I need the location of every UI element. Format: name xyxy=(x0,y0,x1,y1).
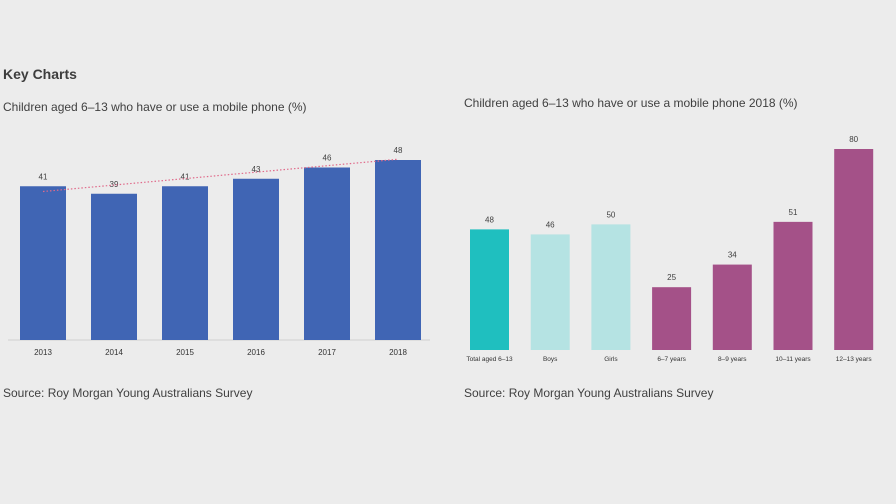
chart1-bar-value: 48 xyxy=(394,146,403,155)
chart2-svg: 48 Total aged 6–13 46 Boys 50 Girls 25 6–7 year… xyxy=(466,135,874,363)
chart1-x-tick: 2013 xyxy=(34,348,52,357)
chart2-bar-value: 48 xyxy=(485,215,494,224)
chart1-source: Source: Roy Morgan Young Australians Sur… xyxy=(3,386,253,400)
chart2-bar xyxy=(591,224,631,350)
chart1-x-tick: 2015 xyxy=(176,348,194,357)
chart2-x-tick: Girls xyxy=(604,356,618,363)
chart2-bar-value: 50 xyxy=(606,210,615,219)
chart2-bar-value: 46 xyxy=(546,220,555,229)
chart2-bar-value: 34 xyxy=(728,251,737,260)
chart2-x-tick: 12–13 years xyxy=(836,356,873,363)
chart2-x-tick: 10–11 years xyxy=(775,356,811,363)
chart1-title: Children aged 6–13 who have or use a mob… xyxy=(3,100,307,114)
chart2-bar-value: 51 xyxy=(789,208,798,217)
chart1-bar xyxy=(304,167,350,340)
chart2-source: Source: Roy Morgan Young Australians Sur… xyxy=(464,386,714,400)
chart1-bar-value: 41 xyxy=(39,172,48,181)
chart2-bar xyxy=(712,264,752,350)
page-heading: Key Charts xyxy=(3,66,77,82)
chart1-bar-value: 46 xyxy=(323,154,332,163)
chart1-bar-value: 39 xyxy=(110,180,119,189)
chart2-bar xyxy=(834,149,874,350)
chart1-bar xyxy=(20,186,66,340)
chart2-bar-value: 25 xyxy=(667,273,676,282)
chart1-svg: 41 2013 39 2014 41 2015 43 2016 46 2017 48 2018 xyxy=(8,146,430,357)
chart1-bar-value: 41 xyxy=(181,172,190,181)
chart2-x-tick: 8–9 years xyxy=(718,356,747,363)
chart1-bar xyxy=(233,178,279,340)
chart2-bar xyxy=(773,221,813,350)
chart1-bar xyxy=(375,160,421,340)
chart2-bar xyxy=(530,234,570,350)
chart2-x-tick: 6–7 years xyxy=(657,356,686,363)
chart2-x-tick: Total aged 6–13 xyxy=(466,356,513,363)
chart2-bar xyxy=(652,287,692,350)
chart1-x-tick: 2014 xyxy=(105,348,123,357)
chart2-x-tick: Boys xyxy=(543,356,558,363)
chart1-bar-value: 43 xyxy=(252,165,261,174)
chart2-bar-value: 80 xyxy=(849,135,858,144)
chart1-bar xyxy=(91,193,137,340)
chart1-x-tick: 2018 xyxy=(389,348,407,357)
chart1-bar xyxy=(162,186,208,340)
chart1-x-tick: 2017 xyxy=(318,348,336,357)
chart2-title: Children aged 6–13 who have or use a mob… xyxy=(464,96,798,110)
chart2-bar xyxy=(470,229,509,350)
chart1-x-tick: 2016 xyxy=(247,348,265,357)
